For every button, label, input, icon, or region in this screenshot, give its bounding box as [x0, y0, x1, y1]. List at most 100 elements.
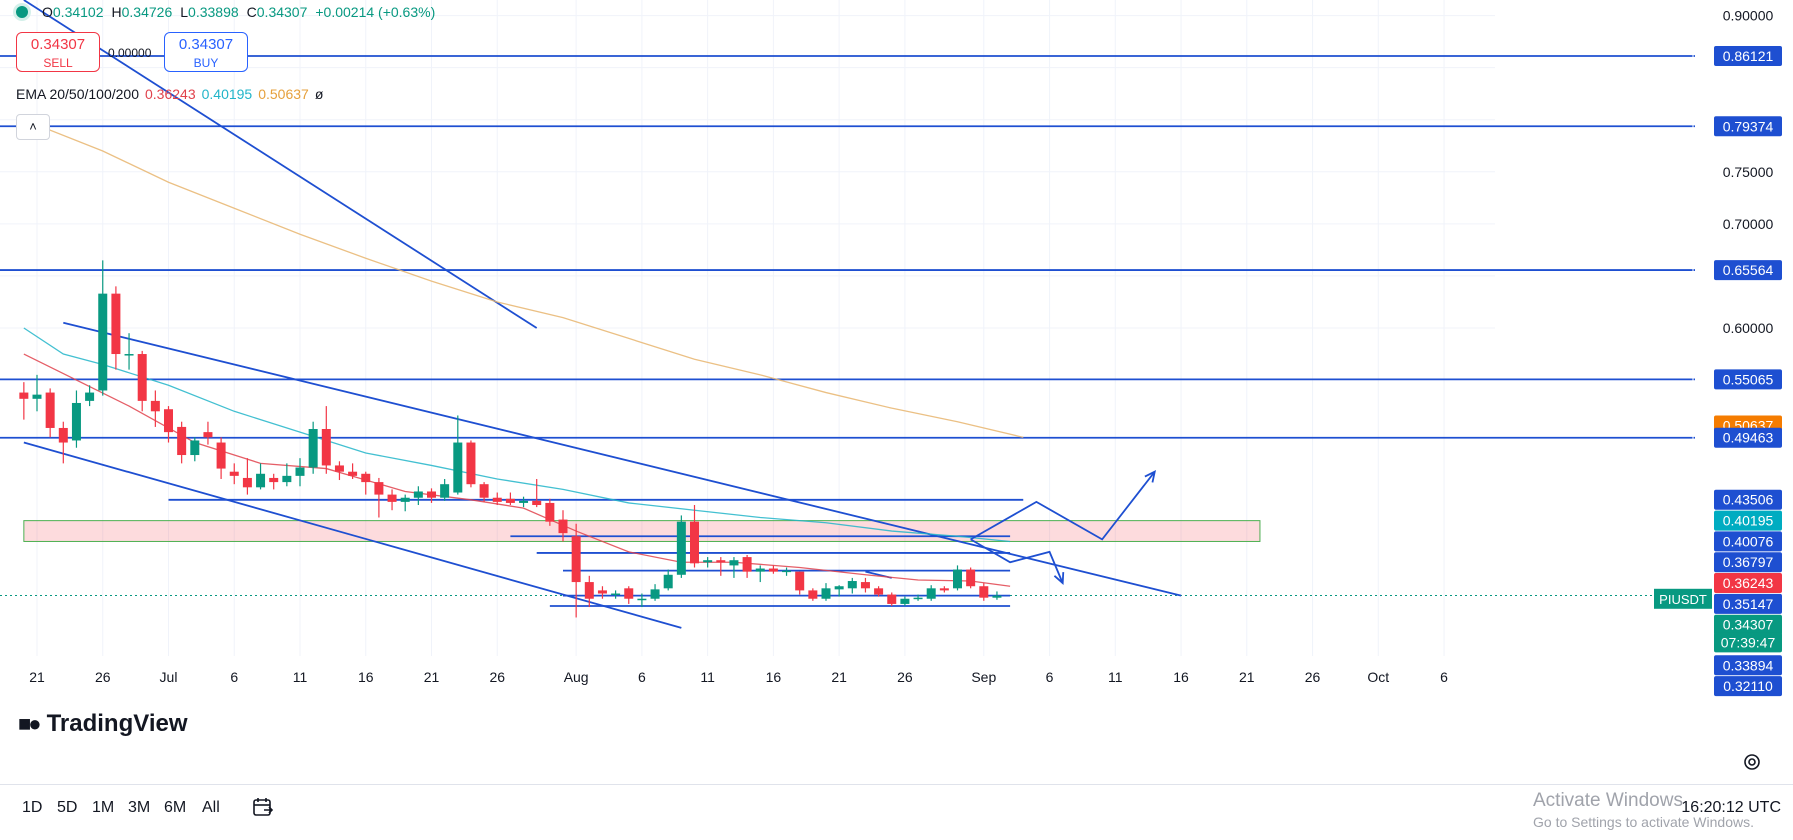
- x-tick-label: 6: [230, 669, 238, 685]
- open-value: 0.34102: [52, 4, 104, 20]
- x-tick-label: 6: [1046, 669, 1054, 685]
- close-label: C: [246, 4, 257, 20]
- candle-body: [216, 442, 226, 469]
- trend-line: [63, 321, 1182, 597]
- candle-body: [953, 569, 962, 589]
- price-label: 0.70000: [1723, 216, 1774, 232]
- price-label: 0.90000: [1723, 8, 1774, 24]
- projection-down-arrow-head: [1053, 572, 1065, 586]
- candle-body: [690, 521, 699, 564]
- symbol-tag: PIUSDT: [1659, 592, 1707, 607]
- candle-body: [821, 588, 831, 599]
- candle-body: [492, 497, 502, 502]
- utc-clock[interactable]: 16:20:12 UTC: [1681, 799, 1781, 816]
- x-tick-label: 21: [831, 669, 847, 685]
- ema200-value: ø: [314, 86, 324, 102]
- candle-body: [111, 293, 121, 355]
- price-label: 0.33894: [1723, 657, 1774, 673]
- candle-body: [387, 494, 397, 502]
- candle-body: [282, 475, 292, 483]
- candle-body: [242, 477, 252, 488]
- candle-body: [676, 521, 686, 575]
- candle-body: [85, 392, 95, 401]
- price-label-bg: [1714, 116, 1782, 137]
- price-label: 0.36243: [1723, 575, 1774, 591]
- candle-body: [98, 293, 108, 391]
- tradingview-logo: ■● TradingView: [18, 710, 188, 738]
- ema-label: EMA 20/50/100/200: [16, 86, 139, 102]
- candle-body: [860, 582, 870, 589]
- price-label: 0.36797: [1723, 554, 1774, 570]
- bottom-toolbar: 1D 5D 1M 3M 6M All 16:20:12 UTC: [0, 784, 1793, 840]
- gear-icon[interactable]: [1742, 752, 1762, 772]
- x-tick-label: 26: [1305, 669, 1321, 685]
- candle-body: [453, 442, 463, 493]
- timeframe-6m[interactable]: 6M: [164, 799, 187, 816]
- price-label-bg: [1714, 655, 1782, 676]
- x-tick-label: Jul: [160, 669, 178, 685]
- low-label: L: [180, 4, 189, 20]
- candle-body: [203, 432, 213, 438]
- ema100-line: [23, 119, 1024, 438]
- candlestick-chart[interactable]: 21 26 Jul 6 11 16 21 26 Aug 6 11 16 21 26 Sep 6 11 16 21 26…: [0, 0, 1793, 784]
- candle-body: [256, 473, 266, 488]
- candle-body: [755, 568, 765, 572]
- calendar-range-icon[interactable]: [252, 797, 274, 817]
- timeframe-1m[interactable]: 1M: [92, 799, 115, 816]
- price-label: 0.86121: [1723, 48, 1774, 64]
- candle-body: [716, 560, 726, 563]
- candle-body: [400, 497, 410, 502]
- candle-body: [913, 597, 923, 600]
- candle-body: [637, 598, 647, 601]
- symbol-tag-bg: [1654, 588, 1712, 609]
- x-tick-label: 21: [29, 669, 45, 685]
- candle-body: [348, 471, 358, 476]
- price-label-bg: [1714, 427, 1782, 448]
- x-tick-label: 26: [897, 669, 913, 685]
- candle-body: [545, 502, 555, 522]
- sell-button[interactable]: 0.34307 SELL: [16, 32, 100, 72]
- candle-body: [190, 440, 200, 456]
- candle-body: [177, 426, 187, 456]
- candle-body: [795, 571, 805, 591]
- price-label: 0.40195: [1723, 513, 1774, 529]
- price-label: 0.34307: [1723, 617, 1774, 633]
- collapse-legend-button[interactable]: ˄: [16, 114, 50, 140]
- timeframe-5d[interactable]: 5D: [57, 799, 78, 816]
- sell-price: 0.34307: [30, 36, 86, 53]
- candle-body: [124, 354, 134, 356]
- activate-title: Activate Windows: [1533, 790, 1683, 811]
- price-label-bg: [1714, 489, 1782, 510]
- candle-body: [847, 581, 857, 589]
- x-tick-label: 21: [1239, 669, 1255, 685]
- x-tick-label: 16: [358, 669, 374, 685]
- buy-button[interactable]: 0.34307 BUY: [164, 32, 248, 72]
- candle-body: [427, 491, 436, 498]
- timeframe-all[interactable]: All: [202, 799, 220, 816]
- price-label: 0.55065: [1723, 371, 1774, 387]
- timeframe-3m[interactable]: 3M: [128, 799, 151, 816]
- x-tick-label: Sep: [971, 669, 996, 685]
- buy-label: BUY: [193, 56, 219, 70]
- ema-legend[interactable]: EMA 20/50/100/200 0.36243 0.40195 0.5063…: [16, 86, 323, 102]
- timeframe-1d[interactable]: 1D: [22, 799, 43, 816]
- x-tick-label: 21: [424, 669, 440, 685]
- candle-body: [19, 392, 29, 399]
- buy-price: 0.34307: [178, 36, 234, 53]
- price-label-bg: [1714, 593, 1782, 614]
- candle-body: [611, 593, 621, 596]
- price-label: 0.43506: [1723, 492, 1774, 508]
- price-label: 0.49463: [1723, 430, 1774, 446]
- candle-body: [269, 477, 279, 483]
- candle-body: [663, 574, 673, 589]
- activate-windows-watermark: Activate Windows Go to Settings to activ…: [1533, 790, 1754, 830]
- candle-body: [874, 588, 884, 595]
- candle-body: [834, 586, 844, 590]
- trend-line: [23, 0, 538, 329]
- candle-body: [440, 484, 450, 498]
- high-value: 0.34726: [121, 4, 173, 20]
- candle-body: [650, 589, 660, 599]
- candle-body: [150, 400, 160, 412]
- high-label: H: [111, 4, 122, 20]
